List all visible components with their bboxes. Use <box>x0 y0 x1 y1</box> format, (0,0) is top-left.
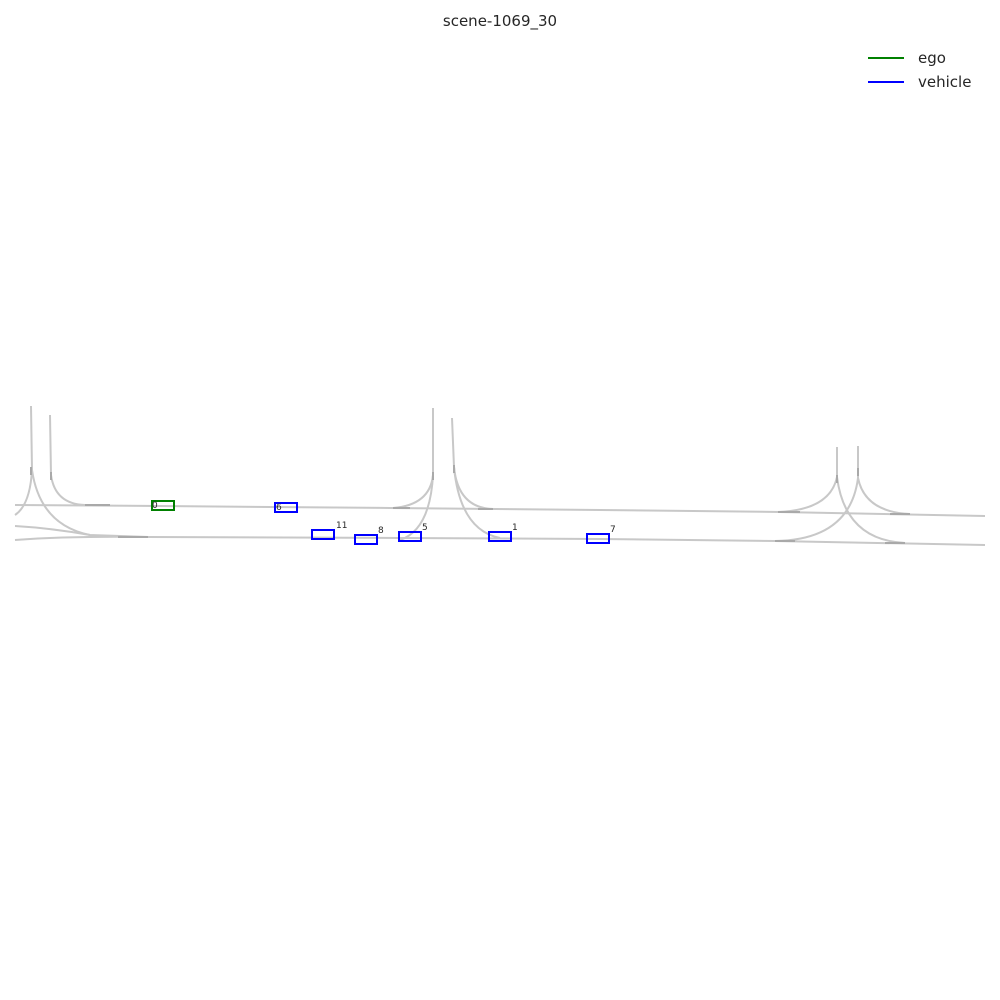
lane-mid-curve-b <box>453 466 501 539</box>
lane-left-merge <box>14 525 149 538</box>
lane-mid-vertical-b <box>451 417 494 510</box>
vehicle-label-6: 6 <box>276 503 282 513</box>
lane-right-vertical-a <box>777 447 838 513</box>
vehicle-label-11: 11 <box>336 521 347 531</box>
vehicle-box-7 <box>586 533 610 544</box>
vehicle-box-8 <box>354 534 378 545</box>
agents-layer: 0 6 11 8 5 1 7 <box>151 500 616 545</box>
lane-left-vertical-a <box>14 405 34 516</box>
vehicle-box-5 <box>398 531 422 542</box>
legend-swatch-ego <box>868 57 904 59</box>
lane-mid-vertical-a <box>392 408 434 509</box>
lane-left-curve <box>31 469 91 536</box>
vehicle-label-8: 8 <box>378 526 384 536</box>
lane-left-vertical-b <box>49 414 110 506</box>
lane-mid-curve-a <box>399 474 434 541</box>
legend: ego vehicle <box>868 46 971 94</box>
lane-right-curve-b <box>774 477 859 542</box>
legend-swatch-vehicle <box>868 81 904 83</box>
legend-item-ego: ego <box>868 46 971 70</box>
legend-label-vehicle: vehicle <box>918 73 972 91</box>
vehicle-box-11 <box>311 529 335 540</box>
lane-right-curve-a <box>836 476 906 544</box>
legend-label-ego: ego <box>918 49 946 67</box>
ego-box-0 <box>151 500 175 511</box>
scene-title: scene-1069_30 <box>442 12 558 30</box>
vehicle-label-1: 1 <box>512 523 518 533</box>
ego-label-0: 0 <box>152 501 158 511</box>
vehicle-label-7: 7 <box>610 525 616 535</box>
vehicle-box-6 <box>274 502 298 513</box>
lane-right-vertical-b <box>857 446 911 515</box>
vehicle-label-5: 5 <box>422 523 428 533</box>
lane-network <box>14 405 986 546</box>
legend-item-vehicle: vehicle <box>868 70 971 94</box>
lane-upper-road <box>14 504 986 517</box>
vehicle-box-1 <box>488 531 512 542</box>
